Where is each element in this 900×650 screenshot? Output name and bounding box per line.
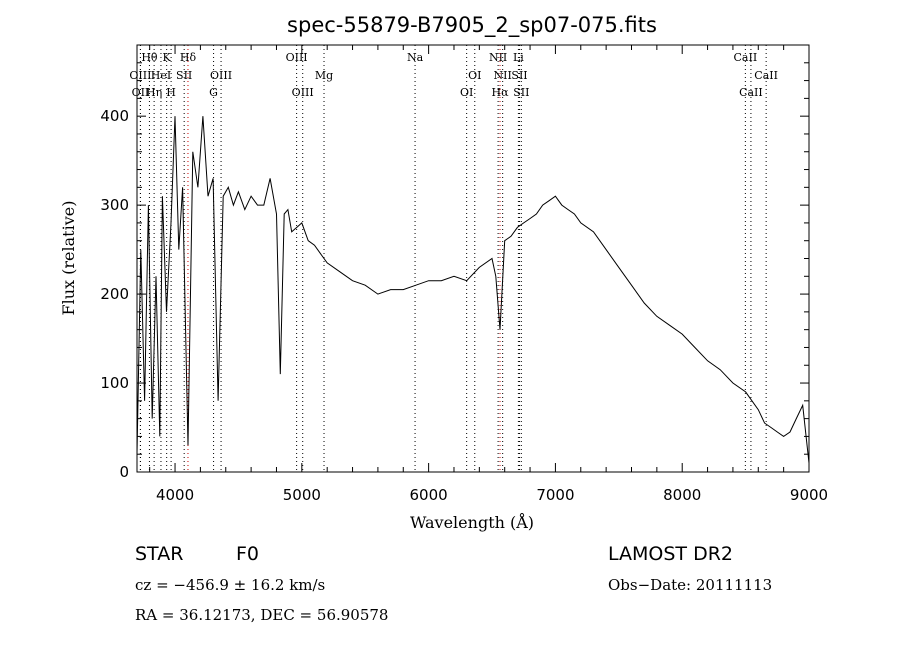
line-label-13: Mg [315, 69, 333, 82]
x-tick-label: 5000 [283, 486, 321, 504]
line-label-24: CaII [754, 69, 778, 82]
line-label-8: Hδ [180, 51, 197, 64]
y-tick-label: 100 [100, 374, 129, 392]
y-tick-label: 400 [100, 107, 129, 125]
survey-name: LAMOST DR2 [608, 543, 733, 565]
line-label-19: Hα [491, 86, 509, 99]
line-label-18: NII [494, 69, 512, 82]
line-label-23: CaII [734, 51, 758, 64]
y-tick-label: 0 [119, 463, 129, 481]
line-label-4: K [163, 51, 172, 64]
line-label-3: Hη [146, 86, 162, 99]
line-label-14: Na [407, 51, 424, 64]
ra-dec-coordinates: RA = 36.12173, DEC = 56.90578 [135, 606, 388, 624]
line-label-21: SII [511, 69, 527, 82]
line-label-16: OI [460, 86, 473, 99]
x-tick-label: 9000 [790, 486, 828, 504]
line-label-15: OI [468, 69, 481, 82]
x-axis: 4000 5000 6000 7000 8000 9000 [149, 45, 828, 504]
line-label-6: SII [176, 69, 192, 82]
object-subclass: F0 [236, 543, 259, 565]
observation-date: Obs−Date: 20111113 [608, 576, 772, 594]
redshift-cz: cz = −456.9 ± 16.2 km/s [135, 576, 325, 594]
object-class: STAR [135, 543, 183, 565]
line-label-22: SII [513, 86, 529, 99]
line-label-1: OIII [129, 69, 151, 82]
y-axis: 0 100 200 300 400 [100, 44, 809, 481]
line-label-20: Li [513, 51, 524, 64]
y-tick-label: 200 [100, 285, 129, 303]
x-tick-label: 8000 [663, 486, 701, 504]
plot-frame [136, 44, 810, 473]
line-label-17: NII [489, 51, 507, 64]
line-label-7: H [166, 86, 176, 99]
spectrum-series-line [136, 116, 810, 464]
line-label-5: HeI [151, 69, 171, 82]
x-tick-label: 4000 [156, 486, 194, 504]
line-label-0: Hθ [141, 51, 158, 64]
line-label-10: G [209, 86, 218, 99]
y-axis-label: Flux (relative) [59, 201, 78, 316]
x-axis-label: Wavelength (Å) [410, 512, 534, 532]
line-label-9: OIII [210, 69, 232, 82]
chart-title: spec-55879-B7905_2_sp07-075.fits [287, 13, 657, 38]
line-label-11: OIII [286, 51, 308, 64]
x-tick-label: 6000 [410, 486, 448, 504]
x-tick-label: 7000 [536, 486, 574, 504]
line-label-2: OII [132, 86, 150, 99]
line-label-12: OIII [292, 86, 314, 99]
line-label-25: CaII [739, 86, 763, 99]
y-tick-label: 300 [100, 196, 129, 214]
